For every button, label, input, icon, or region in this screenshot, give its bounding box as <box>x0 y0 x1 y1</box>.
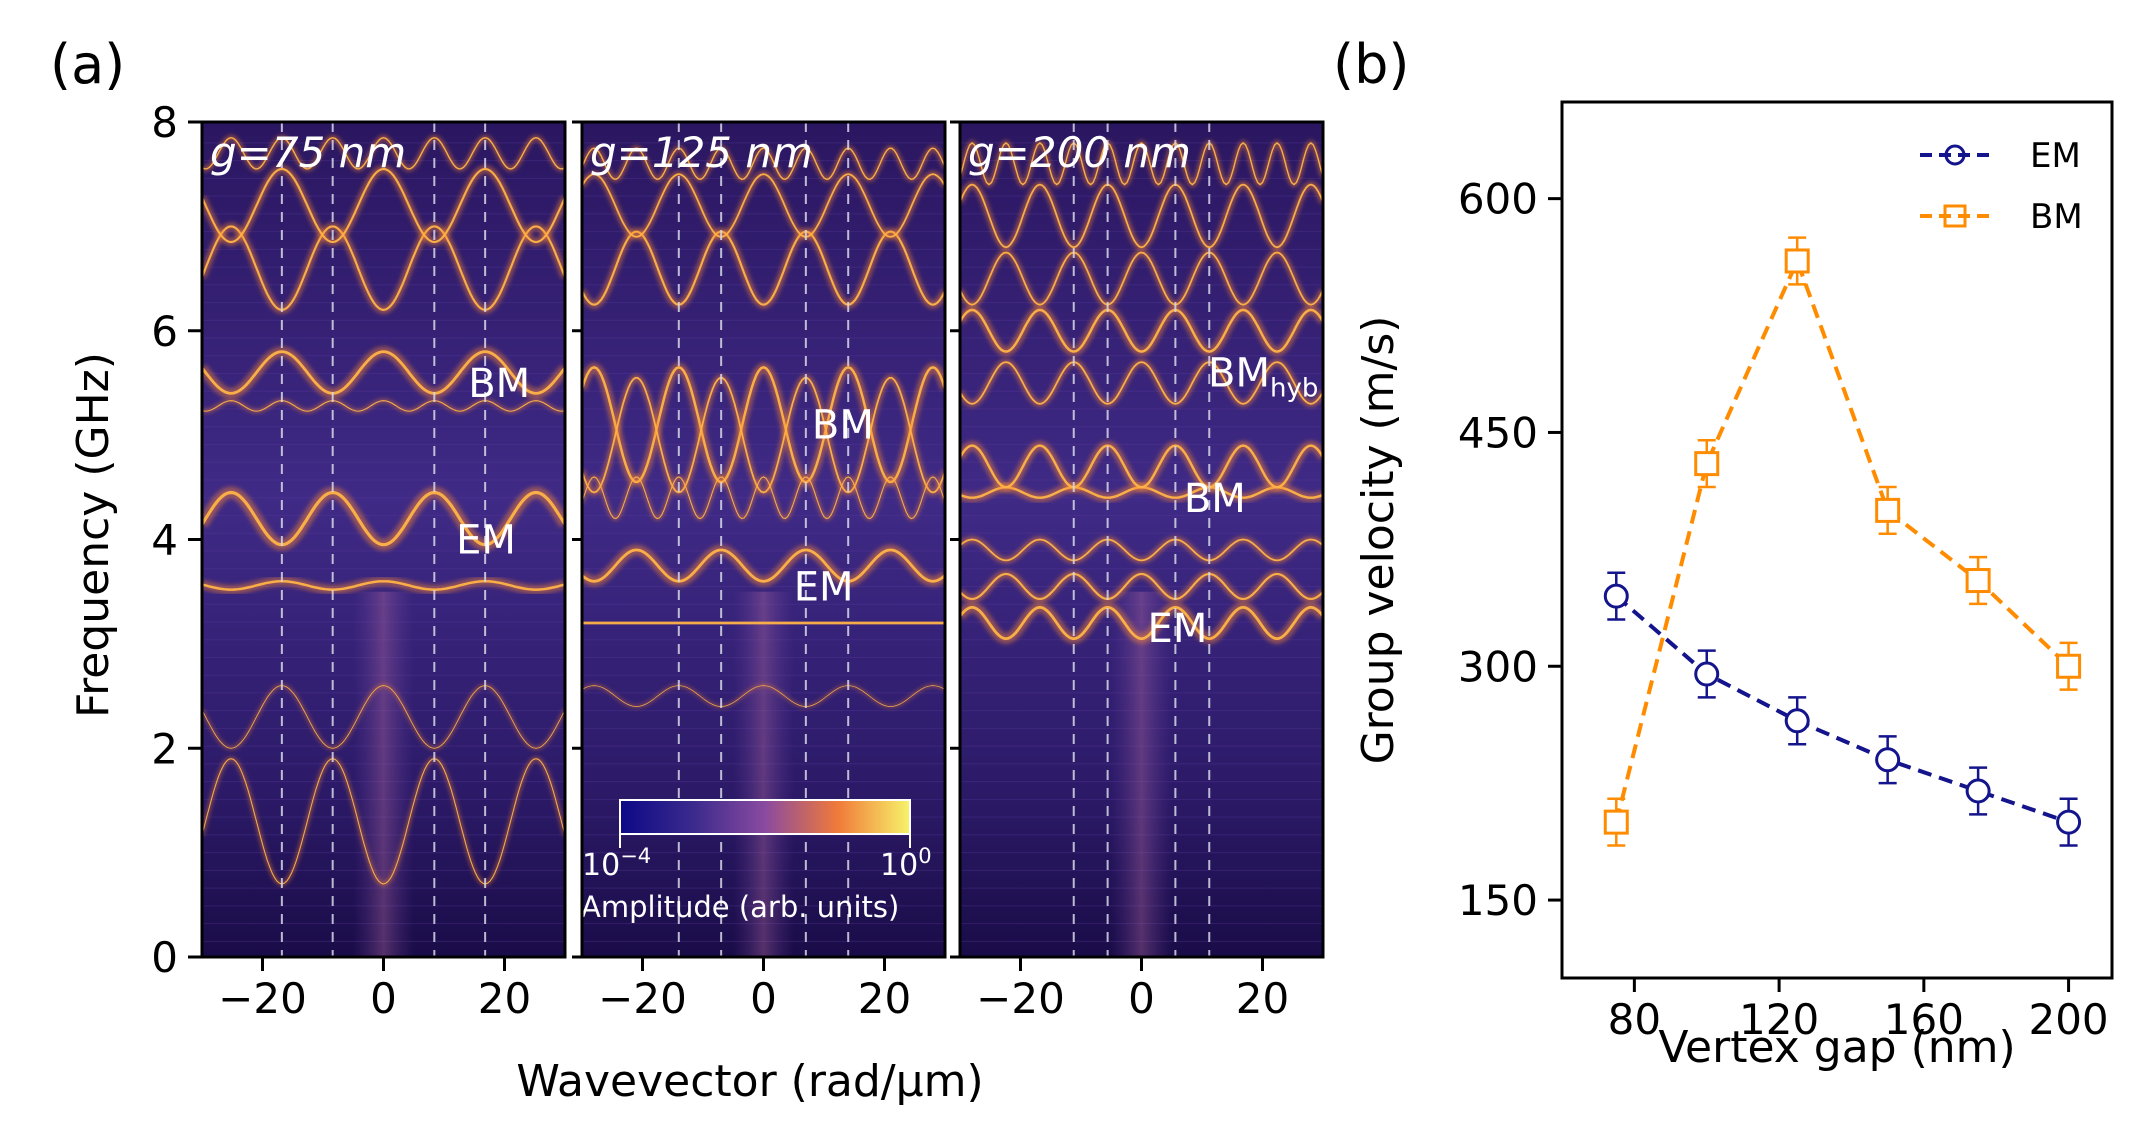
mode-label: BM <box>468 361 530 407</box>
band-line <box>582 173 945 238</box>
legend-label-em: EM <box>2030 136 2081 176</box>
data-point <box>1694 661 1720 687</box>
mode-label: BMhyb <box>1208 351 1318 404</box>
legend: EM BM <box>1920 136 2083 237</box>
data-point <box>1694 451 1720 477</box>
band-line <box>960 605 1323 641</box>
band-line <box>960 141 1323 186</box>
data-point <box>1784 248 1810 274</box>
x-tick-label: 0 <box>370 974 397 1023</box>
y-tick-label: 150 <box>1458 876 1538 925</box>
x-tick-label: 0 <box>1128 974 1155 1023</box>
data-point <box>1875 747 1901 773</box>
data-point <box>1965 568 1991 594</box>
series-line <box>1614 255 2070 823</box>
band-line <box>202 580 565 591</box>
x-tick-label: 20 <box>1236 974 1289 1023</box>
panel-title: g=75 nm <box>210 128 406 177</box>
x-tick-label: 120 <box>1739 995 1819 1044</box>
y-tick-label: 600 <box>1458 175 1538 224</box>
mode-label: EM <box>1148 606 1208 652</box>
band-line <box>960 538 1323 562</box>
band-line <box>202 685 565 749</box>
colorbar-gradient <box>619 799 911 835</box>
panel-title: g=125 nm <box>590 128 813 177</box>
band-line <box>202 350 565 395</box>
panel-label-b: (b) <box>1333 33 1409 96</box>
heatmap-x-label: Wavevector (rad/µm) <box>516 1056 983 1107</box>
data-point <box>1603 809 1629 835</box>
data-point <box>1603 583 1629 609</box>
data-point <box>1875 497 1901 523</box>
band-line <box>960 308 1323 353</box>
band-line <box>960 444 1323 489</box>
colorbar-max-label: 100 <box>880 844 932 883</box>
x-tick-label: 20 <box>478 974 531 1023</box>
x-tick-label: 80 <box>1608 995 1661 1044</box>
band-line <box>582 365 945 484</box>
heatmap-y-label: Frequency (GHz) <box>68 352 119 718</box>
x-tick-label: −20 <box>976 974 1065 1023</box>
heatmap-panel <box>960 122 1323 957</box>
mode-label: EM <box>794 564 854 610</box>
colorbar: 10−4 100 Amplitude (arb. units) <box>581 799 932 924</box>
data-point <box>1965 778 1991 804</box>
y-tick-label: 6 <box>151 307 178 356</box>
band-line <box>202 490 565 547</box>
band-line <box>960 183 1323 249</box>
mode-label: EM <box>456 518 516 564</box>
band-line <box>582 548 945 583</box>
band-line <box>202 167 565 244</box>
colorbar-title: Amplitude (arb. units) <box>581 890 899 924</box>
band-line <box>202 225 565 311</box>
band-line <box>582 377 945 494</box>
x-tick-label: −20 <box>598 974 687 1023</box>
y-tick-label: 8 <box>151 98 178 147</box>
x-tick-label: 0 <box>750 974 777 1023</box>
colorbar-min-label: 10−4 <box>582 844 651 883</box>
x-tick-label: −20 <box>218 974 307 1023</box>
band-line <box>202 400 565 412</box>
plot-b-frame <box>1560 100 2114 980</box>
y-tick-label: 450 <box>1458 408 1538 457</box>
x-tick-label: 160 <box>1884 995 1964 1044</box>
legend-marker-bm <box>1943 204 1967 228</box>
heatmap-panel <box>202 122 565 957</box>
x-tick-label: 20 <box>858 974 911 1023</box>
y-tick-label: 4 <box>151 516 178 565</box>
data-point <box>2056 653 2082 679</box>
y-tick-label: 300 <box>1458 642 1538 691</box>
y-tick-label: 2 <box>151 724 178 773</box>
group-velocity-plot: 80 120 160 200 150 300 450 600 EM BM Group velo… <box>1353 100 2114 1073</box>
data-point <box>2056 809 2082 835</box>
panel-title: g=200 nm <box>968 128 1191 177</box>
panel-label-a: (a) <box>50 33 125 96</box>
mode-label: BM <box>1184 476 1246 522</box>
band-line <box>960 572 1323 601</box>
legend-marker-em <box>1944 144 1966 166</box>
series-em <box>1603 571 2082 847</box>
dispersion-heatmaps: g=75 nm BM EM g=125 nm BM EM g=200 nm BMhyb BM EM… <box>68 98 1325 1107</box>
band-line <box>582 147 945 181</box>
band-line <box>582 685 945 707</box>
legend-label-bm: BM <box>2030 197 2083 237</box>
mode-label: BM <box>812 403 874 449</box>
band-line <box>582 476 945 520</box>
y-tick-label: 0 <box>151 933 178 982</box>
plot-b-y-label: Group velocity (m/s) <box>1353 316 1404 765</box>
data-point <box>1784 708 1810 734</box>
plot-b-x-label: Vertex gap (nm) <box>1658 1022 2015 1073</box>
band-line <box>960 361 1323 405</box>
x-tick-label: 200 <box>2028 995 2108 1044</box>
band-line <box>202 136 565 170</box>
band-line <box>202 758 565 885</box>
series-line <box>1614 594 2070 824</box>
band-line <box>960 251 1323 306</box>
series-bm <box>1603 236 2082 847</box>
